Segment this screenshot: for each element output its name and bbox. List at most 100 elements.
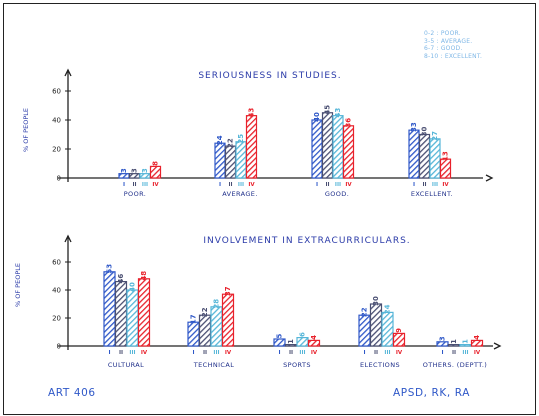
category-label: ELECTIONS: [360, 361, 400, 369]
legend-entry-poor: 0-2 : POOR.: [424, 30, 461, 37]
bar-value-label: 25: [237, 134, 245, 144]
bar-value-label: 4: [473, 335, 481, 340]
y-tick-label: 40: [52, 117, 61, 125]
author-initials: APSD, RK, RA: [393, 387, 471, 399]
bar-value-label: 46: [117, 274, 125, 284]
bar-value-label: 37: [224, 286, 232, 296]
series-label: III: [213, 350, 219, 356]
chart-title: INVOLVEMENT IN EXTRACURRICULARS.: [203, 236, 410, 246]
bar: [408, 129, 420, 179]
bar: [224, 145, 237, 179]
bar-value-label: 28: [213, 299, 221, 309]
series-label: II: [452, 350, 456, 356]
y-axis-label: % OF PEOPLE: [14, 263, 22, 307]
bar: [137, 278, 151, 347]
series-label: II: [289, 350, 293, 356]
bar-value-label: 6: [299, 332, 307, 337]
category-label: AVERAGE.: [222, 190, 258, 198]
bar: [128, 173, 141, 179]
bar-value-label: 3: [131, 168, 139, 173]
bar-value-label: 40: [129, 282, 137, 292]
bar: [307, 339, 321, 347]
series-label: II: [325, 182, 329, 188]
bar-value-label: 27: [431, 131, 439, 141]
bar: [139, 173, 151, 179]
series-label: III: [335, 182, 341, 188]
bar: [118, 173, 130, 179]
series-label: III: [238, 182, 244, 188]
bar-value-label: 17: [190, 314, 198, 324]
y-tick-label: 60: [52, 88, 61, 96]
legend-entry-excellent: 8-10 : EXCELLENT.: [424, 52, 483, 60]
category-label: POOR.: [124, 190, 147, 198]
category-label: TECHNICAL: [193, 361, 235, 369]
bar-value-label: 3: [120, 168, 128, 173]
category-label: GOOD.: [325, 190, 349, 198]
series-label: IV: [396, 350, 403, 356]
series-label: IV: [474, 350, 481, 356]
series-label: IV: [152, 182, 159, 188]
bar: [436, 341, 449, 347]
y-tick-label: 20: [52, 315, 61, 323]
bar-value-label: 1: [287, 339, 295, 344]
series-label: II: [203, 350, 207, 356]
bar: [311, 119, 323, 179]
rating-legend: 0-2 : POOR. 3-5 : AVERAGE. 6-7 : GOOD. 8…: [424, 30, 532, 60]
legend-entry-good: 6-7 : GOOD.: [424, 45, 463, 52]
series-label: II: [228, 182, 232, 188]
bar: [103, 271, 116, 347]
bar-value-label: 22: [201, 307, 209, 317]
series-label: I: [316, 182, 318, 188]
bar-value-label: 33: [410, 122, 418, 132]
category-label: OTHERS. (DEPTT.): [423, 361, 487, 369]
series-label: IV: [311, 350, 318, 356]
bar-value-label: 8: [152, 161, 160, 166]
bar: [221, 293, 235, 347]
series-label: IV: [248, 182, 255, 188]
bar-value-label: 22: [227, 138, 235, 148]
series-label: III: [299, 350, 305, 356]
bar: [114, 281, 128, 347]
bar: [214, 142, 226, 179]
bar-value-label: 40: [313, 112, 321, 122]
bar-value-label: 45: [324, 105, 332, 115]
bar-value-label: 53: [106, 264, 114, 274]
bar: [369, 303, 383, 347]
bar: [381, 311, 394, 347]
bar-value-label: 24: [216, 135, 224, 145]
series-label: IV: [141, 350, 148, 356]
bar-value-label: 3: [439, 336, 447, 341]
bar: [187, 321, 200, 347]
series-label: II: [422, 182, 426, 188]
bar: [358, 314, 371, 347]
bar: [149, 165, 162, 179]
bar: [296, 337, 309, 347]
bar-value-label: 5: [276, 333, 284, 338]
series-label: II: [132, 182, 136, 188]
series-label: III: [432, 182, 438, 188]
series-label: I: [123, 182, 125, 188]
bar-value-label: 24: [384, 304, 392, 314]
y-tick-label: 0: [57, 175, 61, 183]
series-label: II: [374, 350, 378, 356]
bar-value-label: 48: [140, 271, 148, 281]
series-label: IV: [345, 182, 352, 188]
x-axis-arrow: [493, 342, 502, 350]
bar-value-label: 30: [421, 127, 429, 137]
bar-value-label: 30: [372, 296, 380, 306]
y-tick-label: 20: [52, 146, 61, 154]
bar-value-label: 1: [450, 339, 458, 344]
seriousness-chart: 0 20 40 60 SERIOUSNESS IN STUDIES. % OF PEOPL…: [22, 68, 494, 198]
legend-entry-average: 3-5 : AVERAGE.: [424, 37, 473, 45]
bar: [273, 338, 286, 347]
x-axis-arrow: [485, 174, 494, 182]
series-label: I: [278, 350, 280, 356]
y-tick-label: 0: [57, 343, 61, 351]
series-label: III: [142, 182, 148, 188]
bar: [429, 138, 441, 179]
bar-value-label: 43: [334, 108, 342, 118]
series-label: I: [108, 350, 110, 356]
bar-value-label: 43: [248, 108, 256, 118]
bar: [245, 115, 258, 179]
